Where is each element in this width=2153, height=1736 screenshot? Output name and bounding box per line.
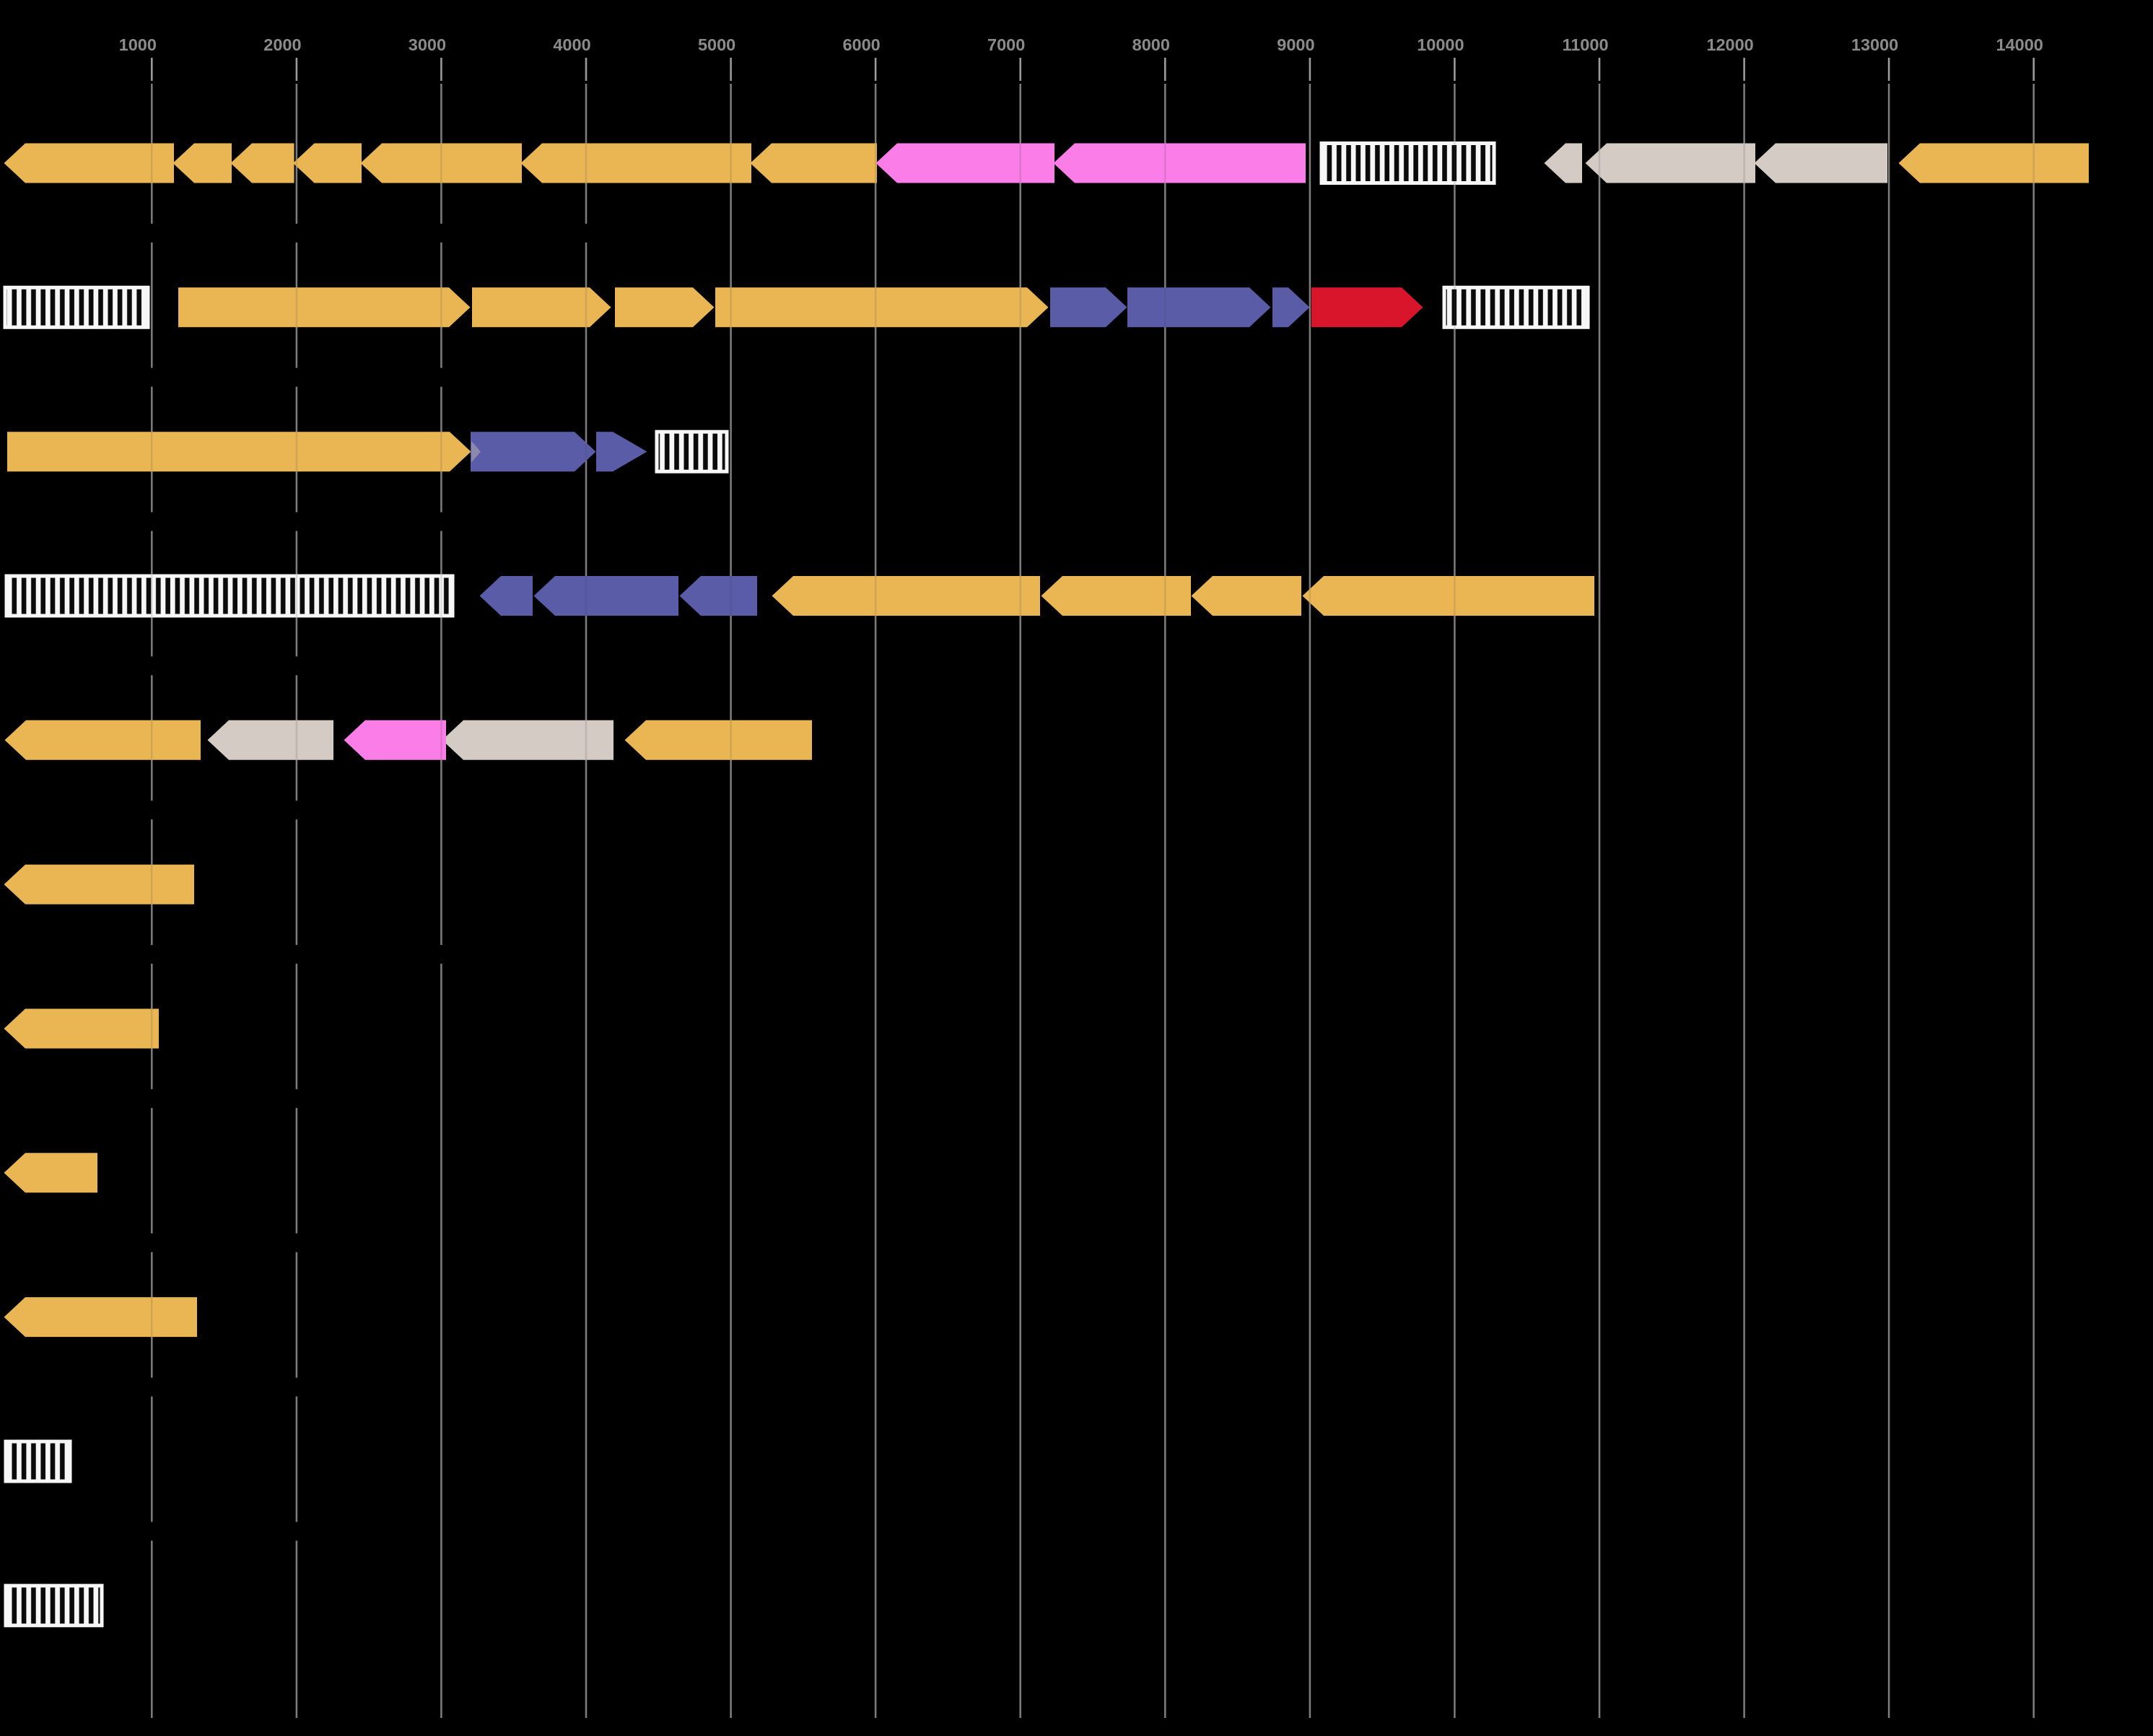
svg-text:10000: 10000: [1417, 35, 1464, 54]
svg-text:8000: 8000: [1132, 35, 1170, 54]
svg-text:9000: 9000: [1277, 35, 1314, 54]
svg-text:12000: 12000: [1706, 35, 1753, 54]
svg-text:13000: 13000: [1851, 35, 1898, 54]
svg-text:1000: 1000: [119, 35, 157, 54]
svg-text:11000: 11000: [1562, 35, 1608, 54]
svg-text:7000: 7000: [987, 35, 1025, 54]
svg-text:6000: 6000: [842, 35, 880, 54]
svg-text:2000: 2000: [263, 35, 301, 54]
svg-text:5000: 5000: [698, 35, 735, 54]
svg-text:14000: 14000: [1996, 35, 2043, 54]
svg-text:3000: 3000: [409, 35, 446, 54]
svg-text:4000: 4000: [553, 35, 590, 54]
